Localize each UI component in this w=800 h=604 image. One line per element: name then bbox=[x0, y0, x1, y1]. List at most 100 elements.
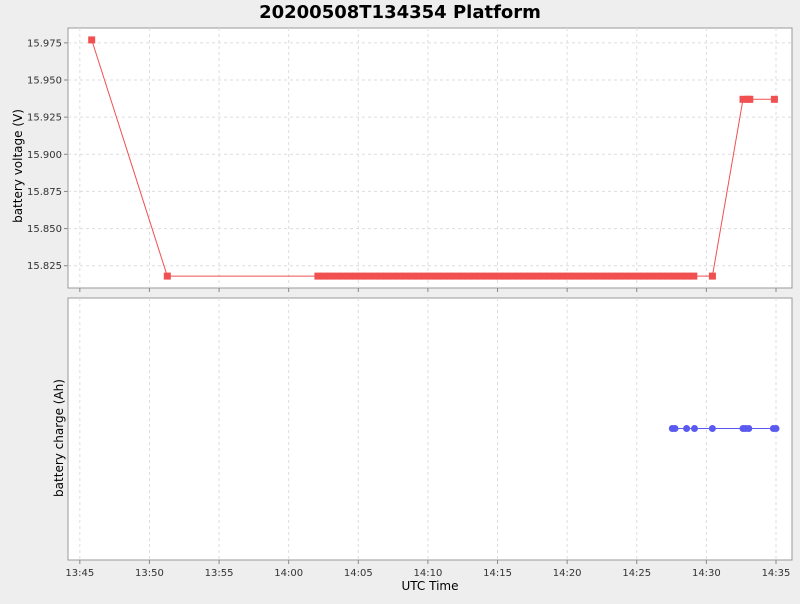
voltage-data-point bbox=[439, 272, 447, 280]
voltage-data-point bbox=[583, 272, 591, 280]
voltage-data-point bbox=[596, 272, 604, 280]
voltage-series bbox=[88, 36, 778, 280]
voltage-plot-area bbox=[67, 27, 793, 289]
voltage-data-point bbox=[370, 272, 378, 280]
voltage-tick-label: 15.975 bbox=[27, 38, 62, 49]
charge-grid bbox=[79, 298, 777, 560]
voltage-tick-label: 15.900 bbox=[27, 150, 62, 161]
voltage-data-point bbox=[621, 272, 629, 280]
voltage-tick-label: 15.825 bbox=[27, 261, 62, 272]
time-axis-label: UTC Time bbox=[402, 579, 459, 593]
voltage-axis-label: battery voltage (V) bbox=[11, 109, 25, 223]
voltage-data-point bbox=[358, 272, 366, 280]
voltage-tick-label: 15.850 bbox=[27, 224, 62, 235]
voltage-data-point bbox=[333, 272, 341, 280]
voltage-data-point bbox=[483, 272, 491, 280]
voltage-data-point bbox=[464, 272, 472, 280]
voltage-data-point bbox=[540, 272, 547, 280]
time-tick-label: 13:50 bbox=[135, 568, 164, 579]
voltage-data-point bbox=[420, 272, 428, 280]
voltage-data-point bbox=[627, 272, 635, 280]
time-tick-label: 14:10 bbox=[413, 568, 442, 579]
voltage-data-point bbox=[577, 272, 585, 280]
voltage-data-point bbox=[471, 272, 479, 280]
voltage-data-point bbox=[402, 272, 410, 280]
charge-data-point bbox=[772, 425, 780, 432]
voltage-data-point bbox=[458, 272, 466, 280]
voltage-data-point bbox=[364, 272, 372, 280]
voltage-data-point bbox=[389, 272, 397, 280]
voltage-data-point bbox=[634, 272, 641, 280]
charge-data-point bbox=[671, 425, 679, 432]
charge-data-point bbox=[683, 425, 691, 432]
voltage-data-point bbox=[352, 272, 359, 280]
charge-series bbox=[668, 425, 780, 432]
voltage-data-point bbox=[615, 272, 623, 280]
voltage-data-point bbox=[395, 272, 403, 280]
charge-axis-label: battery charge (Ah) bbox=[52, 379, 66, 497]
voltage-data-point bbox=[377, 272, 385, 280]
voltage-data-point bbox=[684, 272, 692, 280]
voltage-data-point bbox=[590, 272, 598, 280]
voltage-data-point bbox=[659, 272, 666, 280]
voltage-data-point bbox=[646, 272, 654, 280]
voltage-data-point bbox=[558, 272, 566, 280]
voltage-data-point bbox=[446, 272, 453, 280]
voltage-data-point bbox=[320, 272, 328, 280]
chart-title: 20200508T134354 Platform bbox=[259, 2, 541, 23]
voltage-plot: 15.825 15.850 15.875 15.900 15.925 15.950 15.9… bbox=[11, 27, 793, 292]
time-tick-label: 14:15 bbox=[483, 568, 512, 579]
charge-data-point bbox=[745, 425, 753, 432]
time-tick-label: 14:30 bbox=[692, 568, 721, 579]
voltage-grid bbox=[68, 28, 792, 292]
time-tick-label: 13:45 bbox=[65, 568, 94, 579]
charge-data-point bbox=[691, 425, 698, 432]
voltage-data-point bbox=[602, 272, 610, 280]
time-tick-label: 14:25 bbox=[622, 568, 651, 579]
voltage-data-point bbox=[652, 272, 660, 280]
voltage-data-point bbox=[770, 95, 778, 103]
voltage-tick-label: 15.925 bbox=[27, 113, 62, 124]
voltage-tick-label: 15.875 bbox=[27, 187, 62, 198]
voltage-data-point bbox=[496, 272, 504, 280]
voltage-data-point bbox=[163, 272, 171, 280]
voltage-y-axis: 15.825 15.850 15.875 15.900 15.925 15.950 15.9… bbox=[27, 38, 68, 272]
voltage-data-point bbox=[433, 272, 441, 280]
voltage-data-point bbox=[690, 272, 698, 280]
voltage-data-point bbox=[508, 272, 516, 280]
time-tick-label: 13:55 bbox=[205, 568, 234, 579]
voltage-data-point bbox=[527, 272, 535, 280]
voltage-data-point bbox=[677, 272, 685, 280]
voltage-data-point bbox=[739, 95, 747, 103]
time-x-axis: 13:45 13:50 13:55 14:00 14:05 14:10 14:15 14:20… bbox=[65, 560, 790, 579]
voltage-data-point bbox=[345, 272, 353, 280]
time-tick-label: 14:00 bbox=[274, 568, 303, 579]
time-tick-label: 14:05 bbox=[344, 568, 373, 579]
voltage-data-point bbox=[414, 272, 422, 280]
voltage-data-point bbox=[665, 272, 673, 280]
voltage-data-point bbox=[489, 272, 497, 280]
voltage-data-point bbox=[571, 272, 579, 280]
voltage-data-point bbox=[565, 272, 572, 280]
time-tick-label: 14:20 bbox=[553, 568, 582, 579]
time-tick-label: 14:35 bbox=[762, 568, 791, 579]
voltage-data-point bbox=[383, 272, 391, 280]
voltage-data-point bbox=[746, 95, 754, 103]
voltage-data-point bbox=[339, 272, 347, 280]
charge-plot: battery charge (Ah) bbox=[52, 297, 793, 561]
voltage-data-point bbox=[502, 272, 510, 280]
charge-data-point bbox=[708, 425, 716, 432]
voltage-data-point bbox=[521, 272, 529, 280]
voltage-data-point bbox=[546, 272, 554, 280]
voltage-data-point bbox=[533, 272, 541, 280]
voltage-data-point bbox=[326, 272, 334, 280]
voltage-data-point bbox=[514, 272, 522, 280]
voltage-data-point bbox=[708, 272, 716, 280]
voltage-data-point bbox=[640, 272, 648, 280]
voltage-data-point bbox=[671, 272, 679, 280]
voltage-data-point bbox=[452, 272, 460, 280]
voltage-data-point bbox=[477, 272, 485, 280]
voltage-data-point bbox=[314, 272, 322, 280]
